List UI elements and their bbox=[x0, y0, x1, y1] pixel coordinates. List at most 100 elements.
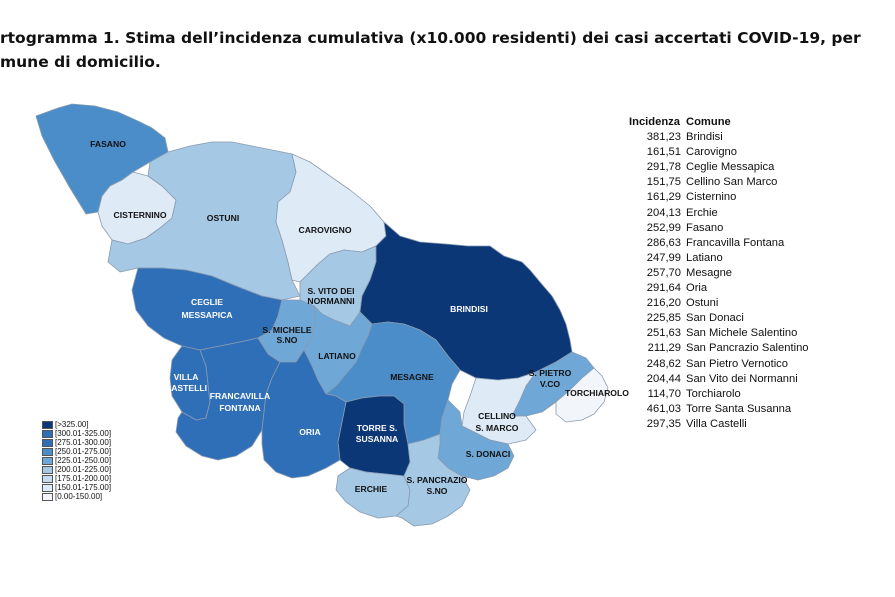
label-cellino-1: CELLINO bbox=[478, 411, 516, 421]
comune-name: San Vito dei Normanni bbox=[686, 372, 798, 385]
comune-name: Villa Castelli bbox=[686, 417, 747, 430]
table-row: 247,99 Latiano bbox=[622, 251, 809, 266]
label-svito-2: NORMANNI bbox=[307, 296, 354, 306]
legend-label: [>325.00] bbox=[55, 420, 89, 430]
table-row: 114,70 Torchiarolo bbox=[622, 387, 809, 402]
legend-item: [250.01-275.00] bbox=[42, 448, 111, 457]
comune-name: Erchie bbox=[686, 206, 718, 219]
comune-name: Torchiarolo bbox=[686, 387, 741, 400]
incidence-table-body: 381,23 Brindisi 161,51 Carovigno 291,78 Cegli… bbox=[622, 130, 809, 432]
comune-name: Latiano bbox=[686, 251, 723, 264]
legend-swatch bbox=[42, 492, 53, 501]
legend-swatch bbox=[42, 465, 53, 474]
incidence-value: 204,13 bbox=[646, 206, 681, 219]
legend-label: [250.01-275.00] bbox=[55, 447, 112, 457]
table-row: 161,29 Cisternino bbox=[622, 190, 809, 205]
label-carovigno: CAROVIGNO bbox=[299, 225, 352, 235]
legend-item: [300.01-325.00] bbox=[42, 430, 111, 439]
legend-label: [175.01-200.00] bbox=[55, 473, 112, 483]
incidence-value: 381,23 bbox=[646, 131, 681, 144]
map-legend: [>325.00] [300.01-325.00] [275.01-300.00][… bbox=[42, 421, 111, 501]
legend-item: [>325.00] bbox=[42, 421, 111, 430]
comune-name: Ostuni bbox=[686, 297, 719, 310]
table-row: 204,13 Erchie bbox=[622, 206, 809, 221]
legend-swatch bbox=[42, 430, 53, 439]
comune-name: San Michele Salentino bbox=[686, 327, 798, 340]
table-row: 248,62 San Pietro Vernotico bbox=[622, 357, 809, 372]
table-row: 216,20 Ostuni bbox=[622, 296, 809, 311]
label-sdonaci: S. DONACI bbox=[466, 449, 510, 459]
incidence-value: 161,51 bbox=[646, 146, 681, 159]
incidence-value: 297,35 bbox=[646, 417, 681, 430]
incidence-value: 257,70 bbox=[646, 266, 681, 279]
label-villa-1: VILLA bbox=[174, 372, 199, 382]
label-spancrazio-2: S.NO bbox=[426, 486, 447, 496]
table-row: 257,70 Mesagne bbox=[622, 266, 809, 281]
label-cellino-2: S. MARCO bbox=[476, 423, 519, 433]
incidence-value: 225,85 bbox=[646, 312, 681, 325]
label-spietro-2: V.CO bbox=[540, 379, 561, 389]
incidence-value: 211,29 bbox=[647, 342, 681, 355]
comune-name: Cisternino bbox=[686, 191, 737, 204]
label-spancrazio-1: S. PANCRAZIO bbox=[407, 475, 468, 485]
incidence-value: 216,20 bbox=[646, 297, 681, 310]
label-francavilla-2: FONTANA bbox=[219, 403, 260, 413]
legend-item: [275.01-300.00] bbox=[42, 439, 111, 448]
legend-swatch bbox=[42, 457, 53, 465]
incidence-value: 161,29 bbox=[646, 191, 681, 204]
incidence-value: 204,44 bbox=[646, 372, 681, 385]
comune-name: Mesagne bbox=[686, 266, 733, 279]
label-ceglie-1: CEGLIE bbox=[191, 297, 223, 307]
legend-swatch bbox=[42, 474, 53, 483]
incidence-value: 291,64 bbox=[646, 282, 681, 295]
comune-name: Fasano bbox=[686, 221, 724, 234]
comune-name: Torre Santa Susanna bbox=[686, 402, 792, 415]
label-fasano: FASANO bbox=[90, 139, 126, 149]
table-row: 291,64 Oria bbox=[622, 281, 809, 296]
label-francavilla-1: FRANCAVILLA bbox=[210, 391, 270, 401]
incidence-table-header: Incidenza Comune bbox=[622, 115, 809, 130]
label-ceglie-2: MESSAPICA bbox=[181, 310, 232, 320]
legend-label: [0.00-150.00] bbox=[55, 491, 103, 501]
table-row: 291,78 Ceglie Messapica bbox=[622, 160, 809, 175]
region-torchiarolo bbox=[555, 367, 609, 423]
label-smichele-2: S.NO bbox=[276, 335, 297, 345]
table-row: 252,99 Fasano bbox=[622, 221, 809, 236]
label-villa-2: CASTELLI bbox=[165, 383, 207, 393]
comune-name: San Pancrazio Salentino bbox=[686, 342, 809, 355]
incidence-value: 251,63 bbox=[646, 327, 681, 340]
legend-label: [300.01-325.00] bbox=[55, 429, 112, 439]
incidence-value: 248,62 bbox=[646, 357, 681, 370]
label-torre-1: TORRE S. bbox=[357, 423, 397, 433]
comune-name: Oria bbox=[686, 282, 708, 295]
region-francavilla bbox=[175, 337, 281, 461]
legend-swatch bbox=[42, 483, 53, 492]
label-oria: ORIA bbox=[299, 427, 320, 437]
comune-name: Carovigno bbox=[686, 146, 737, 159]
region-cellino bbox=[461, 371, 537, 445]
label-mesagne: MESAGNE bbox=[390, 372, 434, 382]
legend-item: [0.00-150.00] bbox=[42, 492, 111, 501]
table-row: 286,63 Francavilla Fontana bbox=[622, 236, 809, 251]
table-row: 381,23 Brindisi bbox=[622, 130, 809, 145]
table-row: 461,03 Torre Santa Susanna bbox=[622, 402, 809, 417]
table-row: 151,75 Cellino San Marco bbox=[622, 175, 809, 190]
legend-swatch bbox=[42, 439, 53, 448]
legend-label: [150.01-175.00] bbox=[55, 482, 112, 492]
comune-name: San Pietro Vernotico bbox=[686, 357, 788, 370]
label-torchiarolo: TORCHIAROLO bbox=[565, 388, 629, 398]
label-smichele-1: S. MICHELE bbox=[262, 325, 311, 335]
label-latiano: LATIANO bbox=[318, 351, 356, 361]
table-row: 161,51 Carovigno bbox=[622, 145, 809, 160]
table-row: 297,35 Villa Castelli bbox=[622, 417, 809, 432]
label-svito-1: S. VITO DEI bbox=[307, 286, 354, 296]
label-cisternino: CISTERNINO bbox=[114, 210, 167, 220]
legend-item: [175.01-200.00] bbox=[42, 474, 111, 483]
incidence-value: 114,70 bbox=[647, 387, 681, 400]
legend-swatch bbox=[42, 448, 53, 457]
label-brindisi: BRINDISI bbox=[450, 304, 488, 314]
label-torre-2: SUSANNA bbox=[356, 434, 399, 444]
comune-name: San Donaci bbox=[686, 312, 744, 325]
header-comune: Comune bbox=[686, 116, 731, 128]
